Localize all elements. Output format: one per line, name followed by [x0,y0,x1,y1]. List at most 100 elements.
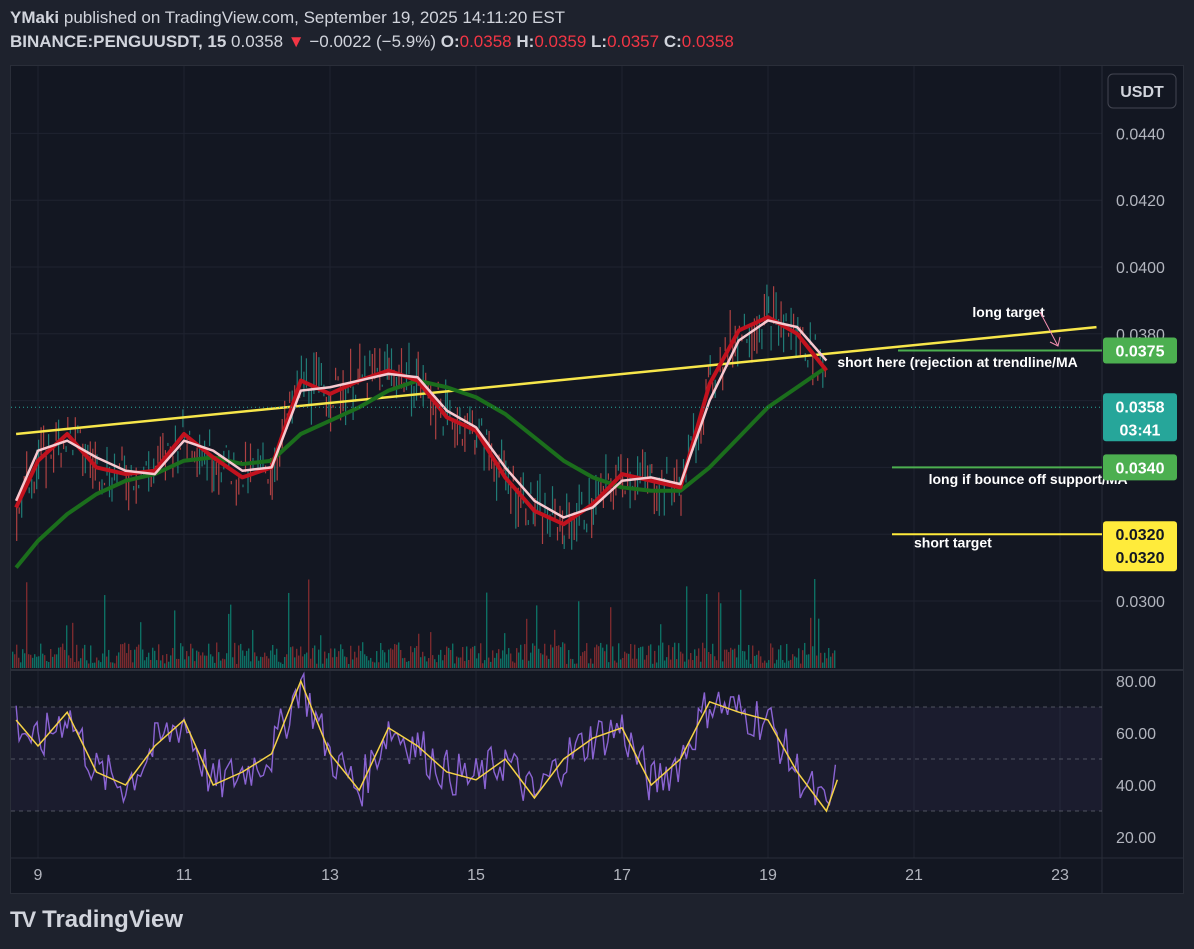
candle [72,449,74,456]
volume-bar [684,661,686,668]
volume-bar [698,648,700,668]
volume-bar [226,653,228,668]
candle [82,443,84,477]
volume-bar [112,662,114,668]
candle [685,474,687,483]
volume-bar [646,655,648,668]
volume-bar [342,649,344,668]
candle [627,458,629,488]
candle [551,486,554,515]
candle [45,449,47,489]
volume-bar [804,642,806,668]
volume-bar [534,645,536,668]
volume-bar [132,662,134,668]
last-price-label-text: 0.0358 [1116,399,1165,416]
time-tick-label: 15 [467,867,485,884]
candle [53,445,55,473]
candle [121,446,123,461]
volume-bar [170,655,172,668]
ohlc-line: BINANCE:PENGUUSDT, 15 0.0358 ▼ −0.0022 (… [10,30,734,54]
candle [690,436,692,441]
candle [40,427,42,456]
candle [541,513,544,545]
volume-bar [650,644,652,668]
volume-bar [122,644,124,668]
annotation-label: long target [972,304,1045,320]
candle [554,498,556,519]
high-value: 0.0359 [534,32,587,51]
candle [279,452,281,467]
volume-bar [286,654,288,668]
volume-bar [396,644,398,668]
candle [400,348,403,389]
volume-bar [130,650,132,668]
volume-bar [476,658,478,668]
price-tick-label: 0.0300 [1116,594,1165,611]
candle [707,365,710,378]
volume-bar [814,579,816,668]
volume-bar [26,582,28,668]
volume-bar [660,624,662,668]
candle [328,394,330,418]
volume-bar [776,659,778,668]
volume-bar [832,653,834,668]
candle [639,462,641,484]
volume-bar [700,661,702,668]
volume-bar [314,645,316,668]
volume-bar [550,644,552,668]
author-name[interactable]: YMaki [10,8,60,27]
volume-bar [52,656,54,668]
volume-bar [390,648,392,668]
candle [824,366,826,378]
volume-bar [560,647,562,668]
candle [101,479,103,495]
volume-bar [658,645,660,668]
volume-bar [80,658,82,668]
volume-bar [204,655,206,668]
symbol-label[interactable]: BINANCE:PENGUUSDT, 15 [10,32,227,51]
candle [67,417,69,429]
last-price-label-bg [1103,393,1177,442]
candle [770,326,772,351]
candle [123,455,126,475]
volume-bar [654,650,656,668]
volume-bar [794,656,796,668]
volume-bar [758,650,760,668]
chart-header: YMaki published on TradingView.com, Sept… [10,6,734,54]
volume-bar [192,648,194,668]
volume-bar [656,662,658,668]
price-label-0340-text: 0.0340 [1116,460,1165,477]
volume-bar [100,662,102,668]
volume-bar [382,650,384,668]
volume-bar [510,653,512,668]
candle [242,484,244,488]
candle [486,429,488,435]
volume-bar [190,643,192,668]
candle [345,385,347,426]
candle [651,463,653,474]
candle [371,353,373,382]
candle [812,355,814,386]
volume-bar [608,662,610,668]
candle [189,430,191,435]
candle [515,488,517,529]
volume-bar [686,586,688,668]
candle [425,372,427,383]
volume-bar [352,659,354,668]
volume-bar [760,656,762,668]
volume-bar [642,646,644,668]
volume-bar [752,645,754,668]
volume-bar [254,652,256,668]
volume-bar [70,658,72,668]
volume-bar [726,649,728,668]
candle [21,486,23,518]
volume-bar [640,646,642,668]
candle [512,465,514,482]
volume-bar [766,662,768,668]
volume-bar [280,662,282,668]
volume-bar [316,663,318,668]
candle [748,324,750,358]
volume-bar [266,656,268,668]
volume-bar [444,654,446,668]
